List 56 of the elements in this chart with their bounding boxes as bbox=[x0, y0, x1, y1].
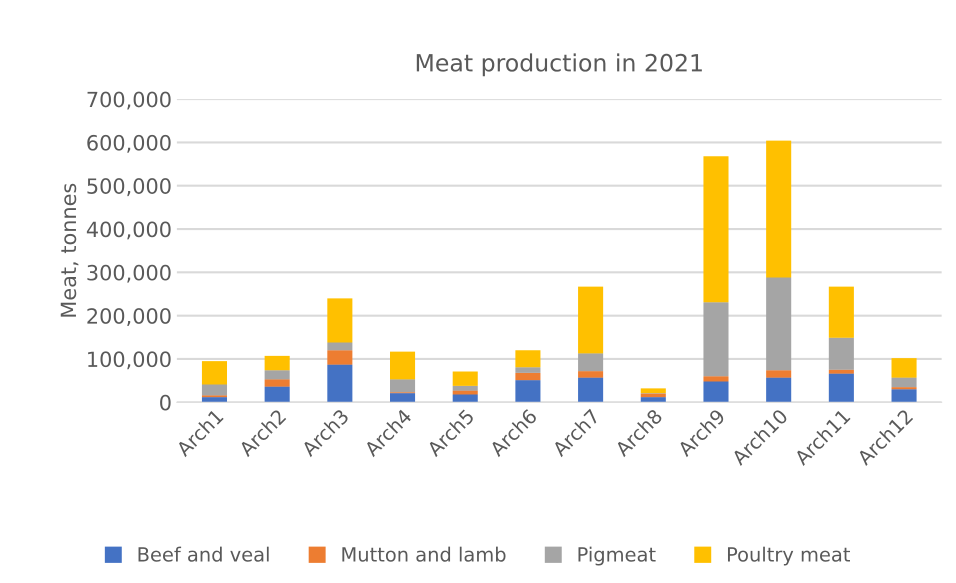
bar bbox=[578, 286, 604, 354]
bar bbox=[452, 394, 478, 402]
bar bbox=[264, 379, 290, 387]
bar bbox=[766, 370, 792, 378]
bar bbox=[766, 378, 792, 402]
bar bbox=[578, 353, 604, 372]
y-axis-title: Meat, tonnes bbox=[60, 184, 78, 317]
bar bbox=[202, 384, 228, 396]
bar bbox=[327, 350, 352, 365]
bar bbox=[264, 356, 290, 370]
bar bbox=[703, 376, 729, 382]
bar bbox=[452, 372, 478, 386]
bar bbox=[640, 388, 666, 394]
bar bbox=[578, 378, 604, 402]
y-tick-label: 600,000 bbox=[87, 134, 171, 153]
bar bbox=[327, 364, 352, 402]
bar bbox=[264, 386, 290, 402]
bar bbox=[828, 370, 854, 374]
bar bbox=[703, 381, 729, 402]
bar bbox=[515, 350, 540, 368]
y-tick-label: 100,000 bbox=[88, 351, 171, 370]
bar bbox=[390, 379, 416, 392]
bar bbox=[390, 352, 416, 380]
legend-label: Beef and veal bbox=[138, 546, 269, 562]
bar bbox=[828, 338, 854, 370]
bar bbox=[892, 378, 917, 388]
bar bbox=[703, 302, 729, 376]
bar bbox=[452, 386, 478, 391]
bar bbox=[703, 156, 729, 302]
bar bbox=[766, 140, 792, 278]
y-tick-label: 700,000 bbox=[88, 92, 171, 110]
bar bbox=[452, 390, 478, 394]
bar bbox=[828, 286, 854, 338]
legend-label: Mutton and lamb bbox=[342, 546, 506, 562]
y-tick-label: 500,000 bbox=[87, 178, 171, 196]
bar bbox=[828, 374, 854, 402]
bar bbox=[202, 361, 228, 385]
bar bbox=[892, 358, 917, 378]
bar bbox=[515, 372, 540, 380]
bar bbox=[327, 342, 352, 350]
bar bbox=[766, 278, 792, 370]
y-tick-label: 0 bbox=[160, 394, 171, 410]
bar bbox=[515, 380, 540, 402]
bar bbox=[390, 393, 416, 402]
bar bbox=[578, 371, 604, 378]
legend-label: Poultry meat bbox=[728, 546, 850, 566]
bar bbox=[327, 298, 352, 343]
chart-title: Meat production in 2021 bbox=[416, 53, 702, 76]
y-tick-label: 200,000 bbox=[87, 308, 171, 326]
y-tick-label: 300,000 bbox=[87, 264, 171, 283]
bar bbox=[640, 394, 666, 398]
legend-label: Pigmeat bbox=[578, 546, 656, 566]
bar bbox=[515, 367, 540, 373]
bar bbox=[892, 389, 917, 402]
bar bbox=[264, 370, 290, 380]
y-tick-label: 400,000 bbox=[86, 221, 171, 240]
